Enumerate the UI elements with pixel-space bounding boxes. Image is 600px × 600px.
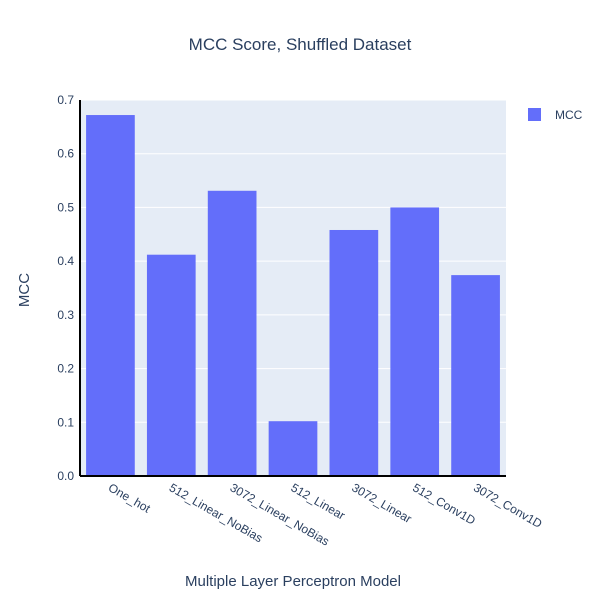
- x-tick-label: 3072_Conv1D: [471, 480, 545, 531]
- plot-background: [80, 100, 506, 476]
- bar-512_linear_nobias: [146, 254, 196, 476]
- y-tick-label: 0.3: [57, 308, 74, 322]
- chart-title: MCC Score, Shuffled Dataset: [189, 35, 412, 54]
- y-tick-label: 0.1: [57, 415, 74, 429]
- bar-one_hot: [86, 115, 135, 476]
- y-tick-label: 0.2: [57, 362, 74, 376]
- legend[interactable]: MCC: [528, 108, 583, 122]
- x-tick-label: One_hot: [106, 480, 153, 515]
- bar-512_linear: [268, 421, 318, 476]
- bar-3072_linear: [329, 229, 379, 476]
- x-tick-label: 3072_Linear: [349, 480, 414, 525]
- x-tick-label: 3072_Linear_NoBias: [228, 480, 332, 548]
- y-tick-label: 0.0: [57, 469, 74, 483]
- y-tick-label: 0.5: [57, 200, 74, 214]
- y-axis-title: MCC: [16, 273, 33, 307]
- bar-3072_linear_nobias: [207, 190, 257, 476]
- legend-label-mcc: MCC: [555, 108, 583, 122]
- x-axis-title: Multiple Layer Perceptron Model: [185, 573, 401, 590]
- y-tick-label: 0.7: [57, 93, 74, 107]
- bar-512_conv1d: [390, 207, 440, 476]
- legend-swatch: [528, 108, 541, 121]
- y-tick-label: 0.4: [57, 254, 74, 268]
- x-tick-label: 512_Conv1D: [410, 480, 478, 527]
- bar-3072_conv1d: [451, 275, 500, 476]
- y-tick-label: 0.6: [57, 147, 74, 161]
